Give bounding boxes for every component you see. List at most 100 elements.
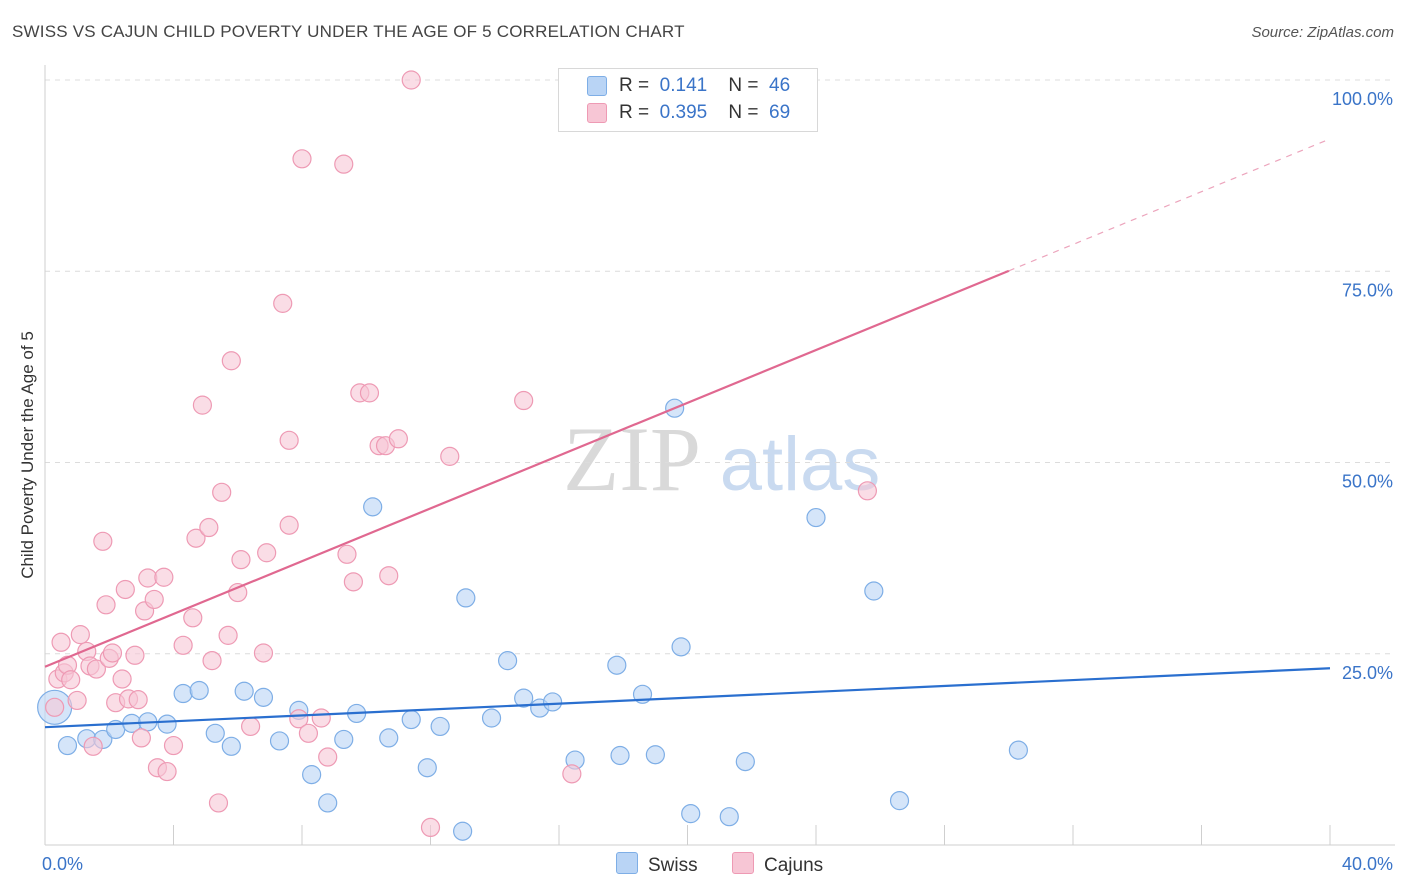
point-cajun	[212, 482, 232, 502]
point-cajun	[221, 351, 241, 371]
point-cajun	[228, 582, 248, 603]
point-cajun	[173, 635, 193, 655]
y-tick-label: 75.0%	[1342, 280, 1393, 300]
chart-title: SWISS VS CAJUN CHILD POVERTY UNDER THE A…	[12, 22, 685, 41]
point-cajun	[115, 579, 135, 600]
point-cajun	[183, 608, 203, 628]
point-cajun	[208, 793, 229, 813]
legend-label-cajun: Cajuns	[764, 855, 824, 876]
point-cajun	[401, 70, 421, 90]
point-cajun	[257, 543, 277, 563]
x-tick-label: 40.0%	[1342, 854, 1393, 874]
point-swiss	[363, 497, 383, 517]
point-swiss	[542, 692, 563, 712]
legend-r-value-swiss: 0.141	[659, 75, 708, 96]
point-cajun	[298, 723, 319, 743]
point-cajun	[311, 708, 331, 728]
data-points	[37, 70, 1028, 841]
watermark-zip: ZIP	[563, 408, 701, 510]
point-cajun	[131, 728, 151, 748]
point-cajun	[231, 550, 251, 570]
point-cajun	[138, 568, 158, 588]
point-cajun	[157, 761, 177, 782]
legend-item-swiss: Swiss	[616, 852, 698, 877]
legend-n-value-swiss: 46	[769, 75, 791, 96]
y-tick-label: 100.0%	[1332, 89, 1393, 109]
point-cajun	[144, 589, 164, 610]
point-cajun	[125, 645, 145, 665]
correlation-legend: R = 0.141 N = 46 R = 0.395 N = 69	[558, 68, 818, 132]
point-swiss	[57, 735, 78, 756]
point-swiss	[514, 688, 534, 708]
legend-swatch-cajun	[732, 852, 754, 874]
point-swiss	[498, 651, 518, 671]
point-swiss	[681, 804, 701, 824]
legend-swatch-swiss	[587, 76, 607, 96]
point-swiss	[253, 687, 274, 707]
tick-labels: 25.0% 50.0% 75.0% 100.0% 0.0% 40.0%	[42, 89, 1393, 874]
point-cajun	[202, 651, 222, 671]
point-cajun	[45, 697, 65, 717]
point-cajun	[343, 572, 363, 592]
point-cajun	[128, 690, 148, 710]
point-swiss	[1008, 740, 1028, 760]
point-cajun	[199, 517, 219, 538]
point-cajun	[67, 690, 87, 711]
point-swiss	[302, 765, 322, 785]
point-swiss	[401, 709, 421, 730]
legend-n-value-cajun: 69	[769, 102, 791, 123]
point-cajun	[253, 643, 274, 663]
point-swiss	[189, 680, 209, 701]
trend-line-cajun	[44, 269, 1010, 668]
point-swiss	[221, 736, 241, 756]
point-swiss	[806, 507, 826, 528]
x-tick-label: 0.0%	[42, 854, 83, 874]
point-swiss	[645, 745, 665, 765]
trend-line-extension-cajun	[1008, 138, 1331, 272]
point-cajun	[562, 764, 582, 784]
point-cajun	[112, 669, 132, 689]
point-cajun	[163, 735, 184, 756]
point-cajun	[186, 528, 206, 548]
point-swiss	[379, 728, 399, 748]
point-swiss	[430, 716, 450, 737]
point-swiss	[607, 655, 627, 675]
point-cajun	[514, 390, 534, 411]
point-cajun	[334, 154, 354, 174]
point-cajun	[86, 659, 107, 679]
legend-swatch-swiss	[616, 852, 638, 874]
point-cajun	[51, 632, 71, 652]
point-cajun	[337, 544, 357, 564]
point-cajun	[273, 293, 293, 313]
point-cajun	[218, 625, 238, 645]
legend-r-label: R =	[619, 102, 650, 123]
point-swiss	[205, 723, 225, 743]
point-cajun	[440, 446, 460, 466]
point-cajun	[102, 643, 123, 663]
point-swiss	[269, 731, 290, 751]
point-swiss	[417, 758, 437, 778]
point-swiss	[889, 791, 910, 811]
point-swiss	[453, 821, 473, 841]
point-swiss	[334, 729, 354, 750]
trend-lines	[44, 138, 1331, 729]
legend-n-label: N =	[728, 102, 759, 123]
point-cajun	[279, 430, 299, 450]
point-swiss	[318, 793, 338, 813]
point-swiss	[671, 637, 691, 657]
legend-swatch-cajun	[587, 103, 607, 123]
point-swiss	[735, 752, 755, 772]
point-swiss	[157, 714, 177, 734]
point-swiss	[234, 681, 254, 701]
point-cajun	[388, 429, 408, 449]
y-tick-label: 25.0%	[1342, 663, 1393, 683]
trend-line-swiss	[44, 667, 1331, 729]
watermark-atlas: atlas	[720, 422, 881, 507]
point-cajun	[379, 566, 399, 586]
legend-label-swiss: Swiss	[648, 855, 698, 876]
point-swiss	[481, 708, 502, 728]
point-cajun	[857, 481, 878, 501]
point-swiss	[864, 581, 884, 601]
point-cajun	[420, 817, 441, 838]
